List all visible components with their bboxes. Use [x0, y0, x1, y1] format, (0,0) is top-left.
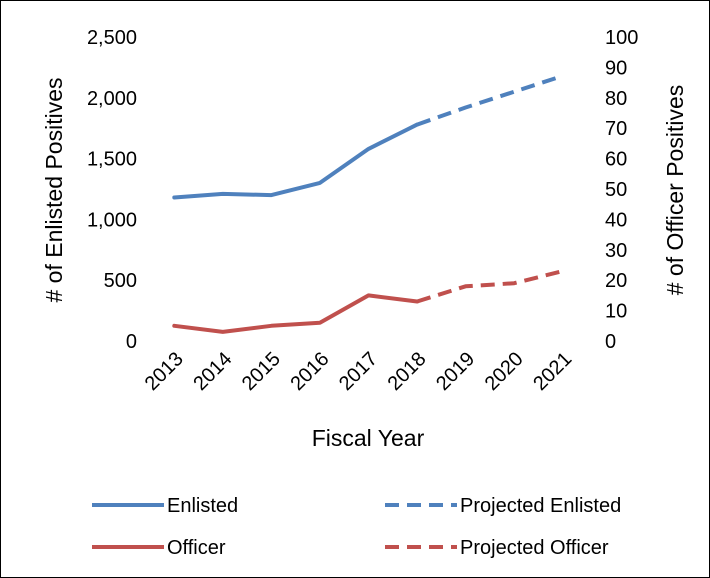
right-y-tick-label: 40 — [605, 209, 627, 231]
right-y-axis-title: # of Officer Positives — [662, 85, 688, 296]
x-tick-label: 2016 — [286, 348, 333, 395]
x-axis-title: Fiscal Year — [312, 425, 425, 451]
x-tick-label: 2014 — [189, 348, 236, 395]
x-axis-ticks: 2013 2014 2015 2016 2017 2018 2019 2020 2021 — [141, 348, 576, 395]
series-line-enlisted — [172, 122, 420, 200]
x-tick-label: 2013 — [141, 348, 188, 395]
legend-label: Projected Enlisted — [460, 495, 621, 517]
x-tick-label: 2021 — [529, 348, 576, 395]
legend-label: Enlisted — [167, 495, 238, 517]
series-line-projected-enlisted — [416, 73, 564, 127]
left-y-axis-title: # of Enlisted Positives — [41, 77, 67, 302]
right-y-tick-label: 20 — [605, 270, 627, 292]
left-y-tick-label: 0 — [126, 331, 137, 353]
legend: Enlisted Projected Enlisted Officer Project… — [92, 495, 621, 559]
left-y-tick-label: 2,500 — [87, 27, 137, 49]
x-tick-label: 2019 — [432, 348, 479, 395]
series-line-projected-officer — [416, 269, 564, 304]
right-y-tick-label: 60 — [605, 149, 627, 171]
right-y-tick-label: 80 — [605, 88, 627, 110]
series-lines — [172, 73, 564, 334]
right-y-tick-label: 90 — [605, 57, 627, 79]
right-y-tick-label: 50 — [605, 179, 627, 201]
legend-label: Projected Officer — [460, 537, 609, 559]
right-y-tick-label: 30 — [605, 240, 627, 262]
left-y-tick-label: 2,000 — [87, 88, 137, 110]
x-tick-label: 2015 — [238, 348, 285, 395]
x-tick-label: 2018 — [384, 348, 431, 395]
series-line-officer — [172, 293, 420, 334]
legend-label: Officer — [167, 537, 226, 559]
left-y-tick-label: 1,000 — [87, 209, 137, 231]
x-tick-label: 2017 — [335, 348, 382, 395]
right-y-tick-label: 100 — [605, 27, 638, 49]
right-y-tick-label: 10 — [605, 301, 627, 323]
right-y-tick-label: 0 — [605, 331, 616, 353]
right-y-axis-ticks: 0 10 20 30 40 50 60 70 80 90 100 — [605, 27, 638, 353]
left-y-axis-ticks: 0 500 1,000 1,500 2,000 2,500 — [87, 27, 137, 353]
left-y-tick-label: 500 — [104, 270, 137, 292]
left-y-tick-label: 1,500 — [87, 149, 137, 171]
right-y-tick-label: 70 — [605, 118, 627, 140]
x-tick-label: 2020 — [481, 348, 528, 395]
